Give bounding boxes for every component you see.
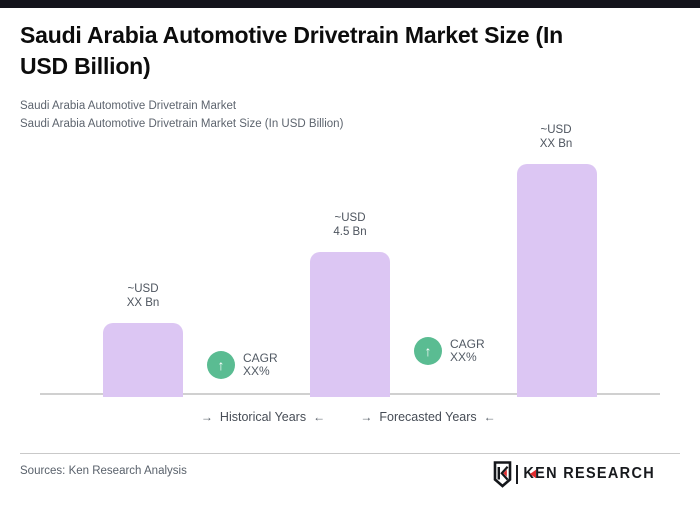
arrow-left-icon: ← <box>483 410 496 424</box>
logo-divider <box>516 464 519 484</box>
arrow-up-icon: ↑ <box>217 357 225 373</box>
bar-value-label-2: ~USD 4.5 Bn <box>290 211 410 239</box>
footer-divider <box>20 453 680 454</box>
red-triangle-icon <box>530 469 537 478</box>
page-title-line2: USD Billion) <box>20 53 151 79</box>
chart-subtitle: Saudi Arabia Automotive Drivetrain Marke… <box>20 97 620 133</box>
cagr-circle-2: ↑ <box>414 337 442 365</box>
period-label-historical: → Historical Years ← <box>201 410 325 424</box>
period-label-forecasted-text: Forecasted Years <box>379 410 477 424</box>
arrow-left-icon: ← <box>313 410 326 424</box>
sources-text: Sources: Ken Research Analysis <box>20 465 187 477</box>
bar-current <box>310 252 390 397</box>
ken-research-logo: KEN RESEARCH <box>493 460 655 488</box>
cagr-circle-1: ↑ <box>207 351 235 379</box>
chart-subtitle-line2: Saudi Arabia Automotive Drivetrain Marke… <box>20 118 344 130</box>
bar-value-label-1: ~USD XX Bn <box>83 282 203 310</box>
bar-value-label-1-line1: ~USD <box>127 283 159 295</box>
cagr-value-1: XX% <box>243 364 270 378</box>
bar-value-label-3: ~USD XX Bn <box>496 123 616 151</box>
bar-value-label-3-line1: ~USD <box>540 124 572 136</box>
cagr-value-2: XX% <box>450 350 477 364</box>
top-bar <box>0 0 700 8</box>
bar-value-label-2-line2: 4.5 Bn <box>333 226 367 238</box>
page-title: Saudi Arabia Automotive Drivetrain Marke… <box>20 20 684 82</box>
bar-forecast <box>517 164 597 397</box>
ken-research-wordmark: KEN RESEARCH <box>523 466 655 481</box>
arrow-right-icon: → <box>200 410 213 424</box>
cagr-text-1: CAGR XX% <box>243 352 278 378</box>
period-label-historical-text: Historical Years <box>219 410 307 424</box>
ken-research-shield-icon <box>494 460 512 488</box>
bar-value-label-2-line1: ~USD <box>334 212 366 224</box>
cagr-badge-1: ↑ CAGR XX% <box>207 351 278 379</box>
arrow-right-icon: → <box>360 410 373 424</box>
cagr-label-2: CAGR <box>450 337 485 351</box>
bar-historical <box>103 323 183 397</box>
period-label-forecasted: → Forecasted Years ← <box>360 410 495 424</box>
chart-subtitle-line1: Saudi Arabia Automotive Drivetrain Marke… <box>20 100 237 112</box>
cagr-label-1: CAGR <box>243 351 278 365</box>
cagr-text-2: CAGR XX% <box>450 338 485 364</box>
arrow-up-icon: ↑ <box>424 343 432 359</box>
ken-research-wordmark-text: KEN RESEARCH <box>523 465 655 483</box>
bar-value-label-1-line2: XX Bn <box>126 297 160 309</box>
cagr-badge-2: ↑ CAGR XX% <box>414 337 485 365</box>
page-title-line1: Saudi Arabia Automotive Drivetrain Marke… <box>20 22 563 48</box>
bar-value-label-3-line2: XX Bn <box>539 138 573 150</box>
